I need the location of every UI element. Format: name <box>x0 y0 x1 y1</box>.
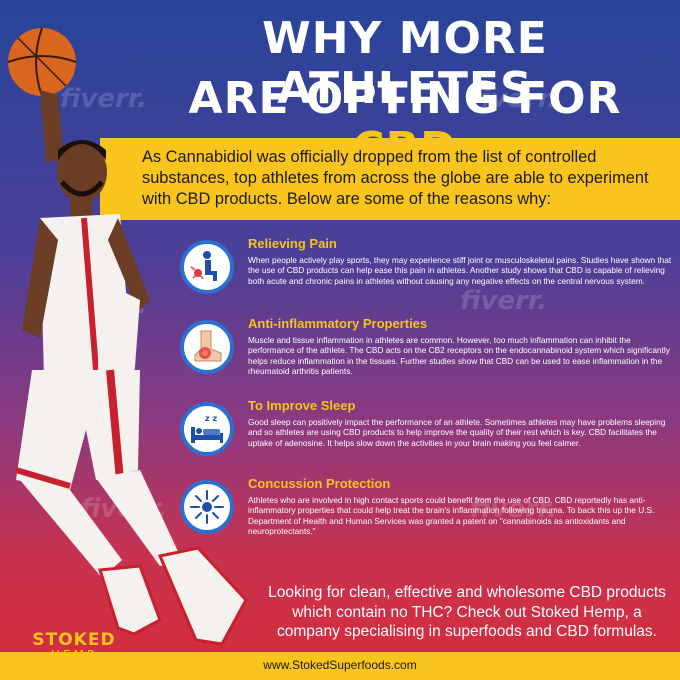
knee-pain-icon <box>180 240 234 294</box>
footer-band <box>0 652 680 680</box>
footer-website-link[interactable]: www.StokedSuperfoods.com <box>263 658 417 672</box>
brain-injury-icon <box>180 480 234 534</box>
reason-body: Muscle and tissue inflammation in athlet… <box>248 335 670 377</box>
reason-title: Anti-inflammatory Properties <box>248 316 428 331</box>
stoked-hemp-logo: STOKED HEMP <box>28 630 120 662</box>
logo-wordmark-bottom: HEMP <box>50 648 98 662</box>
watermark: fiverr. <box>470 84 557 114</box>
reason-body: Athletes who are involved in high contac… <box>248 495 655 537</box>
reason-title: Concussion Protection <box>248 476 391 491</box>
sleeping-bed-icon: z z <box>180 402 234 456</box>
watermark: fiverr. <box>60 84 147 114</box>
intro-text: As Cannabidiol was officially dropped fr… <box>142 148 649 208</box>
basketball-icon <box>7 27 77 97</box>
logo-wordmark-top: STOKED <box>32 630 116 650</box>
cta-text: Looking for clean, effective and wholeso… <box>268 584 666 640</box>
inflamed-foot-icon <box>180 320 234 374</box>
title-line-2-prefix: ARE OPTING FOR <box>188 73 622 124</box>
reason-title: To Improve Sleep <box>248 398 356 413</box>
title-line-1: WHY MORE ATHLETES <box>262 13 548 114</box>
reason-body: When people actively play sports, they m… <box>248 255 672 286</box>
reason-body: Good sleep can positively impact the per… <box>248 417 666 448</box>
svg-text:z z: z z <box>205 414 217 423</box>
watermark: fiverr. <box>460 286 547 316</box>
intro-band <box>100 138 680 220</box>
reason-title: Relieving Pain <box>248 236 337 251</box>
basketball-player-image <box>7 27 248 646</box>
watermark: fiverr. <box>470 494 557 524</box>
